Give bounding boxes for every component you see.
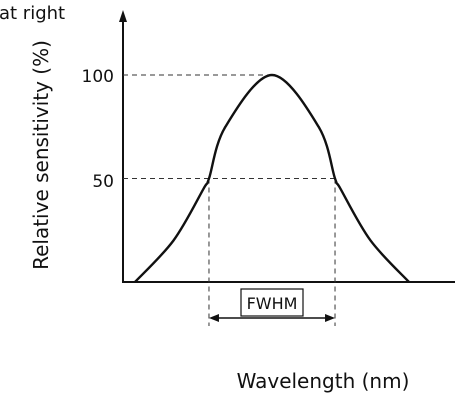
corner-text: at right xyxy=(0,3,65,24)
dashed-guides xyxy=(123,74,336,326)
fwhm-arrowhead-right xyxy=(325,314,336,322)
y-axis-label: Relative sensitivity (%) xyxy=(29,40,53,270)
y-axis-arrowhead xyxy=(119,10,127,22)
axes xyxy=(119,10,455,283)
fwhm-label: FWHM xyxy=(247,294,298,313)
y-tick-label-100: 100 xyxy=(82,67,114,87)
fwhm-label-box xyxy=(240,288,304,317)
fwhm-annotation: FWHM xyxy=(208,288,336,322)
y-tick-label-50: 50 xyxy=(92,172,114,192)
series-line xyxy=(134,73,410,283)
x-axis-label: Wavelength (nm) xyxy=(237,369,410,393)
fwhm-arrowhead-left xyxy=(208,314,219,322)
